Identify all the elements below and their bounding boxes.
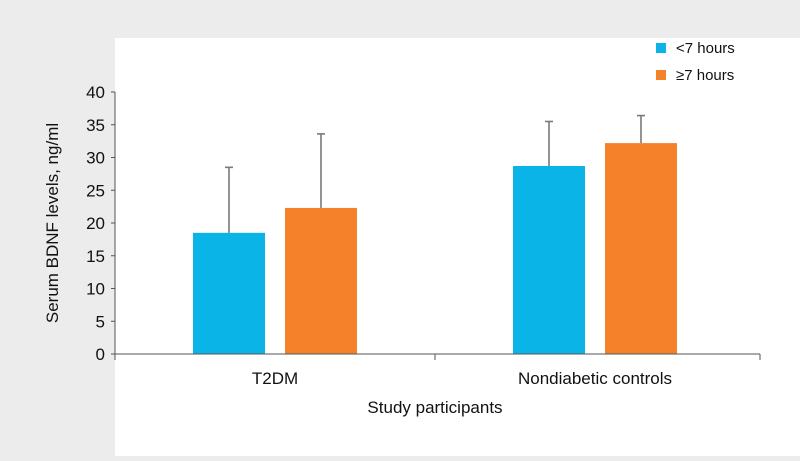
y-tick-label: 35 <box>86 116 105 135</box>
bar-ge7-controls <box>605 143 677 354</box>
y-tick-label: 15 <box>86 247 105 266</box>
y-tick-label: 25 <box>86 181 105 200</box>
legend-swatch-0 <box>656 43 666 53</box>
y-axis-title: Serum BDNF levels, ng/ml <box>43 123 62 323</box>
legend-swatch-1 <box>656 70 666 80</box>
x-category-label: Nondiabetic controls <box>518 369 672 388</box>
y-tick-label: 10 <box>86 280 105 299</box>
bar-lt7-t2dm <box>193 232 265 354</box>
x-category-label: T2DM <box>252 369 298 388</box>
y-tick-label: 0 <box>96 345 105 364</box>
y-tick-label: 30 <box>86 149 105 168</box>
x-axis-title: Study participants <box>367 398 502 417</box>
error-bars-layer <box>225 114 645 233</box>
y-tick-label: 5 <box>96 312 105 331</box>
y-tick-label: 40 <box>86 83 105 102</box>
y-tick-label: 20 <box>86 214 105 233</box>
bar-ge7-t2dm <box>285 207 357 354</box>
legend-label-1: ≥7 hours <box>676 67 734 84</box>
legend-label-0: <7 hours <box>676 40 735 57</box>
bars-layer <box>193 143 677 354</box>
legend: <7 hours ≥7 hours <box>656 40 735 84</box>
labels-layer: 0 5 10 15 20 25 30 35 40 T2DM Nondiabetic controls… <box>43 83 672 417</box>
axes-layer <box>111 91 761 360</box>
bar-lt7-controls <box>513 166 585 354</box>
